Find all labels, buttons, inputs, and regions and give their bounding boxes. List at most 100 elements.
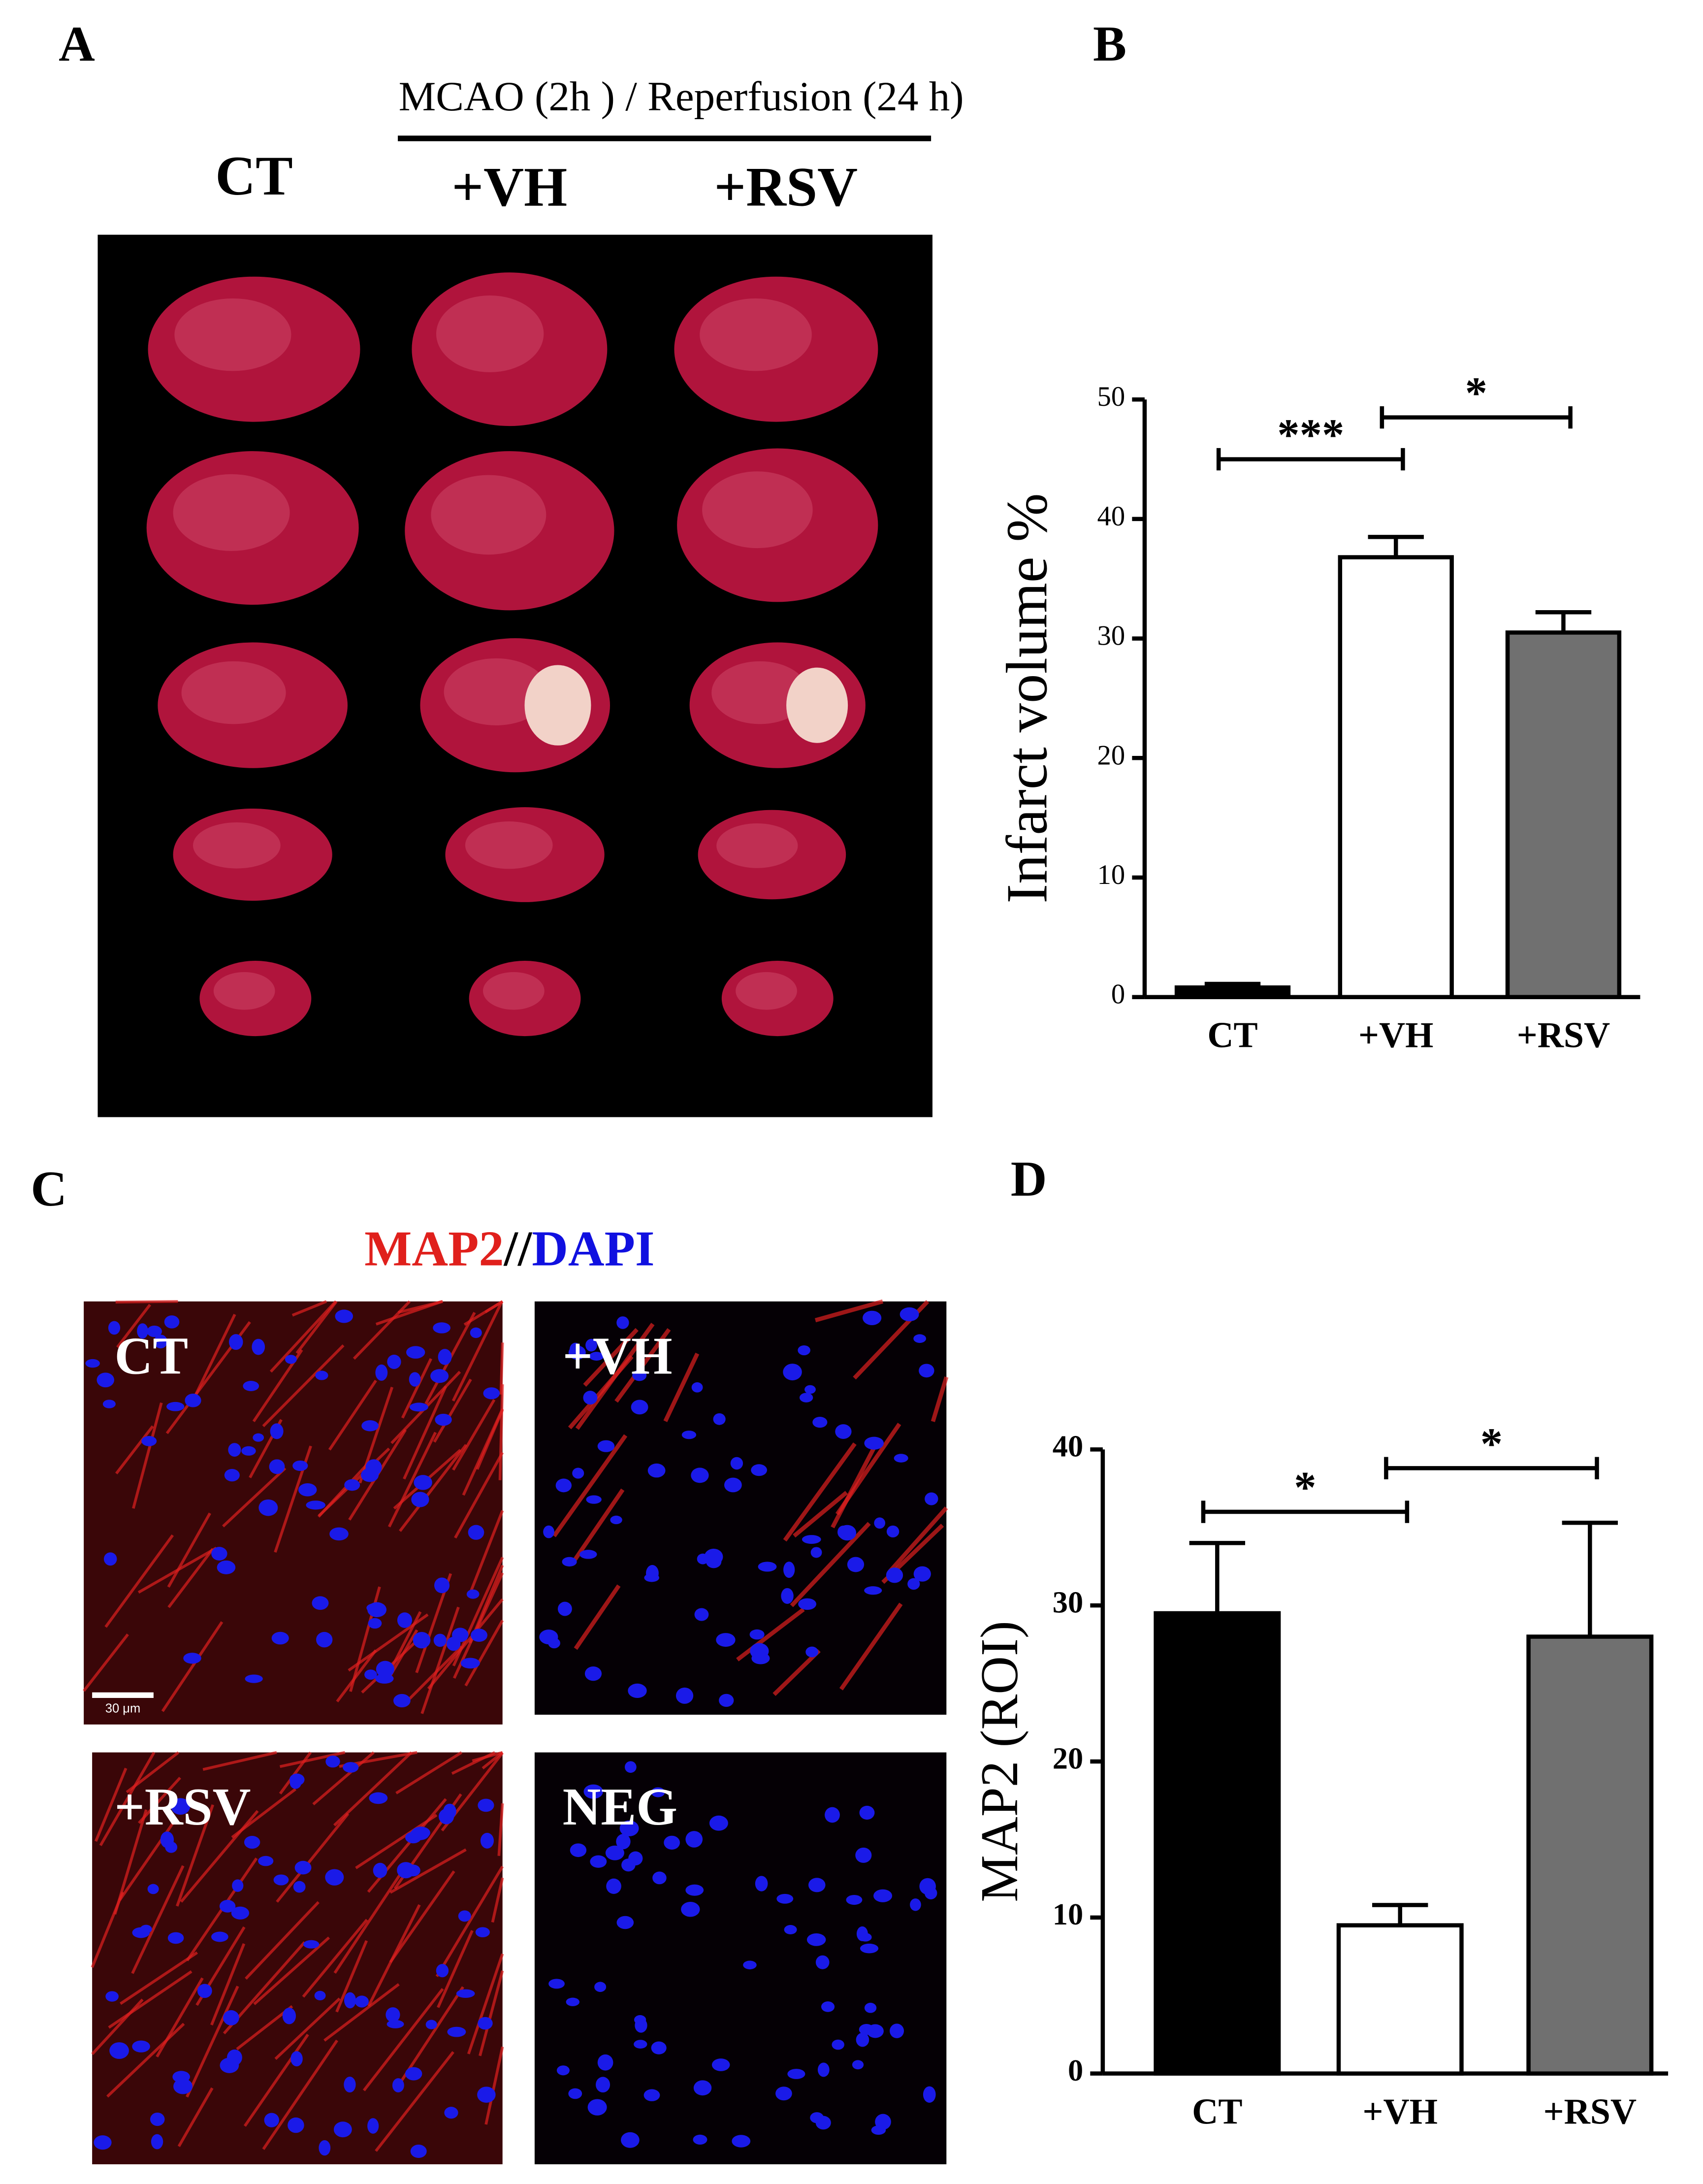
nucleus <box>646 1565 659 1582</box>
fiber <box>454 1452 504 1539</box>
fiber <box>82 1633 129 1692</box>
fiber <box>476 1409 504 1470</box>
nucleus <box>109 2042 129 2059</box>
nucleus <box>140 1924 152 1933</box>
y-tick-label: 20 <box>1097 740 1125 771</box>
nucleus <box>386 2020 404 2028</box>
nucleus <box>406 1346 425 1359</box>
significance-label: * <box>1480 1419 1503 1468</box>
nucleus <box>606 1878 621 1894</box>
nucleus <box>548 1979 565 1989</box>
nucleus <box>616 1834 631 1850</box>
fiber <box>312 1751 375 1806</box>
nucleus <box>838 1525 857 1541</box>
fiber <box>262 2039 338 2150</box>
nucleus <box>874 1517 886 1529</box>
nucleus <box>812 1417 828 1428</box>
fiber <box>335 1940 368 2013</box>
nucleus <box>373 1862 387 1878</box>
fiber <box>399 1444 467 1532</box>
panel-letter: A <box>59 16 95 72</box>
nucleus <box>568 2088 582 2099</box>
micrograph <box>534 1752 947 2164</box>
fiber <box>931 1376 949 1422</box>
image-label: +RSV <box>114 1778 251 1836</box>
nucleus <box>886 1525 900 1538</box>
nucleus <box>743 1960 757 1970</box>
fiber <box>106 2022 185 2098</box>
nucleus <box>616 1316 629 1329</box>
nucleus <box>799 1393 813 1402</box>
fiber <box>120 1951 198 2005</box>
fiber <box>772 1649 821 1696</box>
fiber <box>104 1534 174 1628</box>
nucleus <box>471 1629 487 1642</box>
nucleus <box>414 1475 432 1490</box>
nucleus <box>108 1321 121 1335</box>
nucleus <box>579 1550 597 1559</box>
fiber <box>177 2087 214 2147</box>
micrographs <box>82 1299 949 2164</box>
nucleus <box>224 1468 240 1482</box>
nucleus <box>586 1495 602 1504</box>
nucleus <box>873 1889 893 1902</box>
nucleus <box>621 1858 636 1872</box>
nucleus <box>681 1431 697 1439</box>
fiber <box>451 1751 496 1775</box>
brain-highlight <box>711 661 808 724</box>
fiber <box>156 1977 204 2058</box>
fiber <box>427 1598 504 1690</box>
significance-label: *** <box>1277 410 1344 460</box>
nucleus <box>270 1423 284 1439</box>
nucleus <box>288 2117 304 2133</box>
bar <box>1338 555 1454 999</box>
nucleus <box>925 1492 938 1505</box>
fiber <box>570 1488 625 1565</box>
nucleus <box>325 1756 340 1768</box>
bar <box>1526 1634 1654 2076</box>
nucleus <box>446 1636 461 1651</box>
fiber <box>210 1943 246 2026</box>
nucleus <box>675 1687 694 1704</box>
nucleus <box>478 1798 494 1812</box>
nucleus <box>651 1787 665 1797</box>
nucleus <box>624 1761 637 1773</box>
nucleus <box>730 1457 743 1470</box>
fiber <box>491 1877 504 1923</box>
nucleus <box>647 1463 666 1478</box>
nucleus <box>781 1588 794 1604</box>
nucleus <box>366 1603 383 1613</box>
fiber <box>302 1919 368 1998</box>
nucleus <box>566 1997 579 2006</box>
fiber <box>91 1998 144 2055</box>
fiber <box>295 1301 338 1354</box>
nucleus <box>141 1435 157 1446</box>
nucleus <box>584 1666 602 1681</box>
fiber <box>161 1621 224 1712</box>
nucleus <box>859 2024 874 2035</box>
nucleus <box>632 1369 647 1381</box>
nucleus <box>319 2140 331 2156</box>
bar <box>1505 630 1622 999</box>
nucleus <box>468 1525 484 1540</box>
fiber <box>583 1328 639 1387</box>
y-tick-label: 30 <box>1097 620 1125 652</box>
nucleus <box>434 1577 450 1594</box>
fiber <box>395 1751 463 1794</box>
nucleus <box>810 1547 822 1558</box>
panel-letter: B <box>1093 16 1126 72</box>
nucleus <box>425 2020 437 2029</box>
fiber <box>467 1953 504 2054</box>
nucleus <box>411 1492 429 1507</box>
y-tick-label: 20 <box>1053 1741 1083 1775</box>
y-tick-label: 0 <box>1111 979 1125 1010</box>
nucleus <box>361 1420 379 1432</box>
nucleus <box>910 1898 921 1911</box>
nucleus <box>292 1460 308 1471</box>
nucleus <box>211 1547 227 1561</box>
nucleus <box>314 1990 326 2001</box>
fiber <box>814 1299 884 1323</box>
nucleus <box>185 1393 201 1407</box>
fiber <box>176 1804 215 1907</box>
fiber <box>253 1936 330 2005</box>
